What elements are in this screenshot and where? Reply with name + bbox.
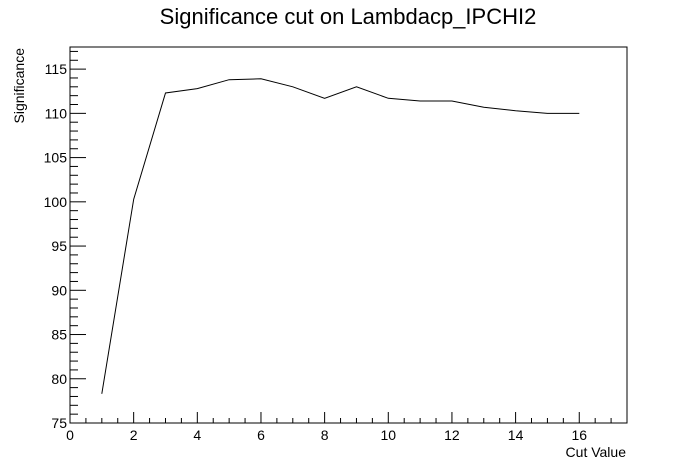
y-tick-label: 75 — [51, 415, 67, 431]
y-tick-label: 115 — [45, 61, 68, 77]
x-tick-label: 10 — [380, 427, 396, 443]
y-tick-label: 85 — [51, 327, 67, 343]
axis-tick-labels: 0 2 4 6 8 10 12 14 16 75 80 85 90 95 100 105 110 115 — [44, 61, 588, 443]
x-tick-label: 4 — [193, 427, 201, 443]
y-tick-label: 90 — [51, 282, 67, 298]
y-tick-label: 110 — [45, 105, 68, 121]
y-tick-label: 95 — [51, 238, 67, 254]
axis-ticks — [69, 50, 628, 424]
x-tick-label: 14 — [508, 427, 524, 443]
x-tick-label: 0 — [66, 427, 74, 443]
x-tick-label: 2 — [130, 427, 138, 443]
x-tick-label: 12 — [444, 427, 460, 443]
plot-frame — [69, 46, 628, 424]
chart-title: Significance cut on Lambdacp_IPCHI2 — [160, 4, 537, 29]
x-tick-label: 6 — [257, 427, 265, 443]
y-tick-label: 80 — [51, 371, 67, 387]
y-tick-label: 105 — [44, 150, 68, 166]
y-axis-label: Significance — [11, 48, 27, 124]
y-tick-label: 100 — [44, 194, 68, 210]
x-tick-label: 16 — [571, 427, 587, 443]
x-tick-label: 8 — [321, 427, 329, 443]
x-axis-label: Cut Value — [566, 444, 627, 460]
series-line — [101, 78, 580, 394]
